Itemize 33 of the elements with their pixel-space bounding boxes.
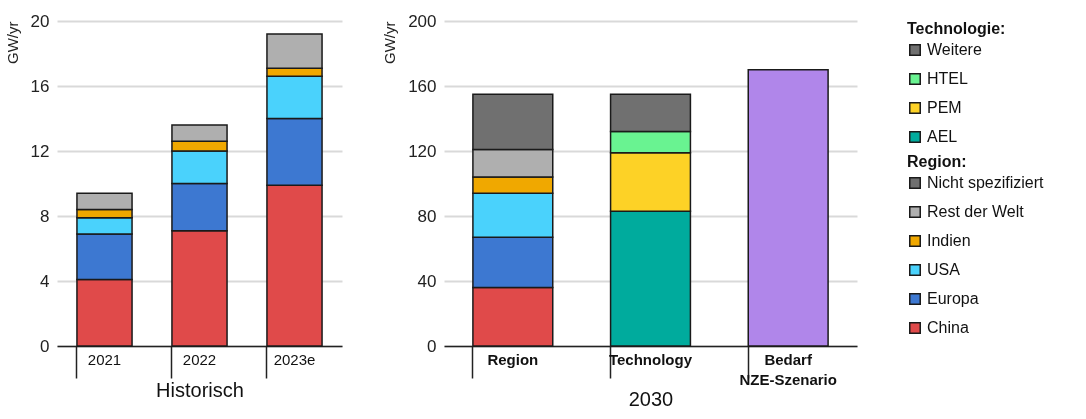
y-tick-label: 160: [408, 76, 437, 96]
y-tick-label: 4: [40, 271, 50, 291]
x-tick-label: 2023e: [273, 350, 316, 368]
y-tick-label: 16: [30, 76, 50, 96]
y-tick-label: 0: [427, 336, 437, 356]
x-tick-label: Bedarf NZE-Szenario: [739, 350, 837, 388]
x-axis-title: 2030: [628, 387, 674, 410]
text: Technologie:: [907, 20, 1006, 37]
x-tick-label: 2021: [87, 350, 122, 368]
x-tick-label: 2022: [182, 350, 217, 368]
y-axis-title: GW/yr: [3, 21, 21, 64]
legend-label: Europa: [927, 290, 979, 307]
y-tick-label: 12: [30, 141, 50, 161]
y-tick-label: 20: [30, 11, 50, 31]
y-axis-title: GW/yr: [381, 21, 399, 64]
y-tick-label: 8: [40, 206, 50, 226]
y-tick-label: 200: [408, 11, 437, 31]
y-tick-label: 0: [40, 336, 50, 356]
legend-label: PEM: [927, 99, 962, 116]
legend-label: Rest der Welt: [927, 203, 1025, 220]
legend-label: HTEL: [927, 70, 968, 87]
text: Region:: [907, 153, 967, 170]
legend-label: AEL: [927, 128, 958, 145]
legend-label: USA: [927, 261, 961, 278]
y-tick-label: 120: [408, 141, 437, 161]
legend-label: Weitere: [927, 41, 982, 58]
legend-label: Indien: [927, 232, 971, 249]
x-tick-label: Region: [487, 350, 539, 368]
legend-label: China: [927, 319, 969, 336]
legend-label: Nicht spezifiziert: [927, 174, 1045, 191]
y-tick-label: 40: [417, 271, 437, 291]
x-axis-title: Historisch: [156, 379, 244, 402]
y-tick-label: 80: [417, 206, 437, 226]
